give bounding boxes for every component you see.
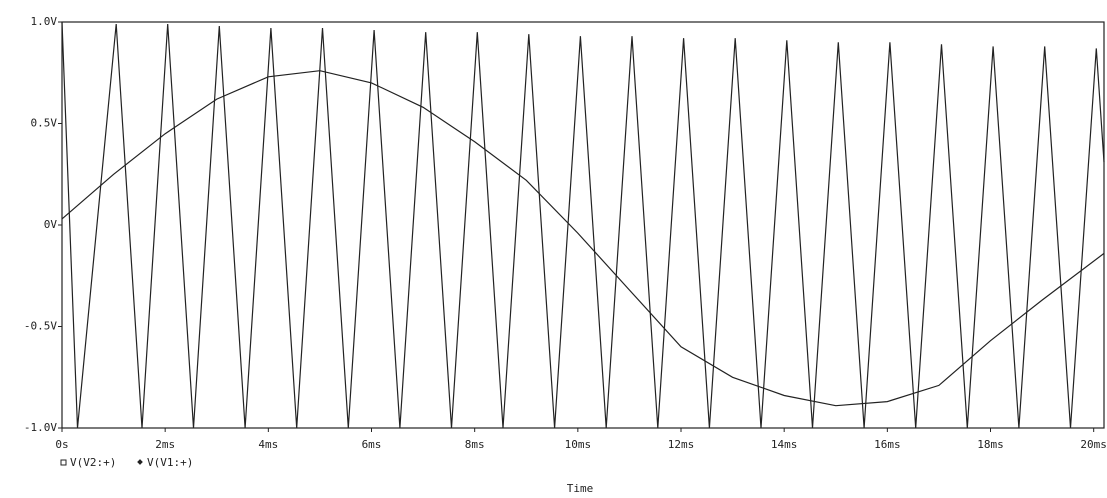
legend: V(V2:+) V(V1:+) [60,456,193,469]
y-tick-label: -1.0V [24,421,57,434]
x-tick-label: 20ms [1080,438,1107,451]
y-tick-label: 1.0V [31,15,58,28]
legend-marker [137,459,143,465]
x-tick-label: 18ms [977,438,1004,451]
x-tick-label: 12ms [668,438,695,451]
series-line [61,70,1105,407]
x-tick-label: 0s [55,438,68,451]
x-tick-label: 8ms [465,438,485,451]
legend-label: V(V1:+) [147,456,193,469]
series-line [61,21,1105,429]
legend-marker [60,459,67,466]
x-tick-label: 14ms [771,438,798,451]
x-tick-label: 10ms [565,438,592,451]
x-axis-label: Time [567,482,594,495]
y-tick-label: -0.5V [24,320,57,333]
x-tick-label: 6ms [362,438,382,451]
y-tick-label: 0V [44,218,58,231]
x-tick-label: 16ms [874,438,901,451]
y-tick-label: 0.5V [31,117,58,130]
legend-label: V(V2:+) [70,456,116,469]
x-tick-label: 2ms [155,438,175,451]
x-tick-label: 4ms [258,438,278,451]
